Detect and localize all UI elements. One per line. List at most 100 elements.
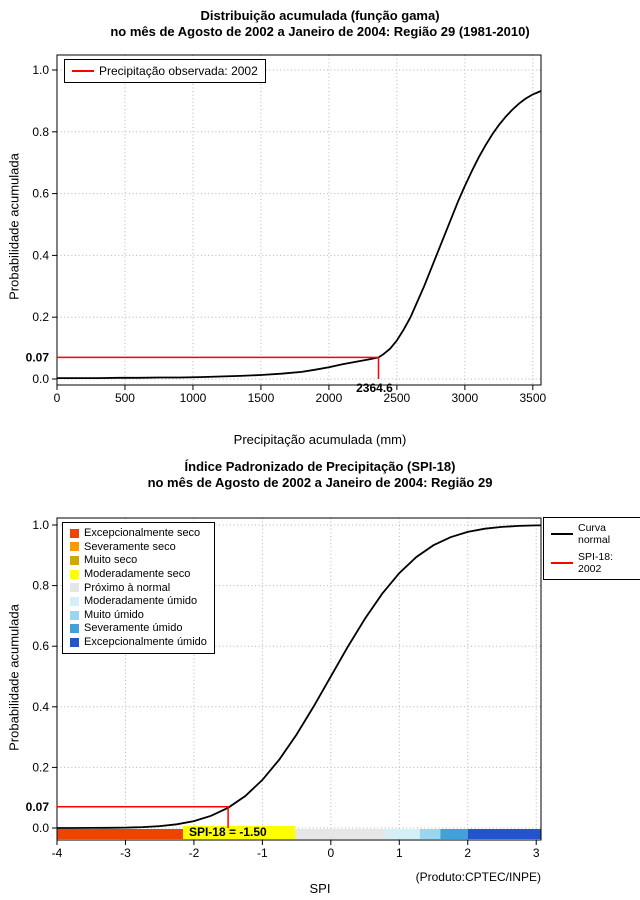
legend-line-sample — [551, 562, 573, 565]
legend-label: Moderadamente úmido — [84, 595, 198, 608]
legend-line-sample — [551, 533, 573, 536]
plot-border — [56, 517, 542, 841]
spi-category-legend-box: Excepcionalmente seco Severamente seco Mui… — [62, 522, 215, 654]
x-tick-label: 2000 — [316, 391, 343, 405]
legend-color-swatch — [70, 528, 79, 538]
y-tick-label: 1.0 — [32, 63, 49, 77]
y-tick-label: 0.6 — [32, 187, 49, 201]
legend-item: Excepcionalmente seco — [70, 527, 207, 540]
x-tick-label: 2500 — [384, 391, 411, 405]
legend-item: Muito seco — [70, 554, 207, 567]
x-tick-label: 3 — [533, 846, 540, 860]
spi-value-highlight — [182, 826, 296, 839]
gamma-chart-title: Distribuição acumulada (função gama) no … — [0, 8, 640, 40]
spi-chart-title: Índice Padronizado de Precipitação (SPI-… — [0, 459, 640, 491]
x-tick-label: 500 — [115, 391, 135, 405]
spi-band — [57, 829, 194, 839]
x-tick-label: 0 — [327, 846, 334, 860]
spi-cdf-chart: Índice Padronizado de Precipitação (SPI-… — [0, 455, 640, 900]
x-tick-label: 0 — [54, 391, 61, 405]
gamma-y-axis-label: Probabilidade acumulada — [6, 153, 22, 300]
probability-annotation-label: 0.07 — [26, 350, 50, 364]
y-tick-label: 0.6 — [32, 639, 49, 653]
credit-text: (Produto:CPTEC/INPE) — [416, 870, 541, 884]
y-tick-label: 0.4 — [32, 248, 49, 262]
gamma-cdf-plot-area: 0 500 1000 1500 2000 2500 3000 3500 0.0 0.2 0.4 0.6… — [26, 54, 547, 405]
spi-band — [419, 829, 441, 839]
spi-band — [467, 829, 541, 839]
gamma-cdf-chart: Distribuição acumulada (função gama) no … — [0, 8, 640, 447]
spi-curve-legend-box: Curva normal SPI-18: 2002 — [543, 517, 640, 581]
legend-item: Severamente seco — [70, 541, 207, 554]
spi-x-axis-label: SPI — [309, 881, 331, 896]
x-tick-label: -2 — [189, 846, 200, 860]
legend-item: Precipitação observada: 2002 — [72, 64, 258, 78]
legend-item: SPI-18: 2002 — [551, 551, 636, 575]
cdf-curve — [57, 90, 542, 380]
legend-label: Próximo à normal — [84, 581, 171, 594]
probability-annotation-label: 0.07 — [26, 800, 50, 814]
x-tick-label: 2 — [464, 846, 471, 860]
x-tick-label: -3 — [120, 846, 131, 860]
y-tick-label: 0.8 — [32, 579, 49, 593]
gamma-legend-box: Precipitação observada: 2002 — [64, 59, 266, 83]
legend-item: Severamente úmido — [70, 622, 207, 635]
x-tick-label: 1500 — [248, 391, 275, 405]
legend-line-sample — [72, 70, 94, 72]
spi-cdf-plot-area: SPI-18 = -1.50 -4 -3 -2 -1 0 1 2 3 0.0 0.2 0.4 0.6 0.… — [26, 517, 542, 884]
spi-y-axis-label: Probabilidade acumulada — [6, 604, 22, 751]
y-tick-label: 0.4 — [32, 700, 49, 714]
spi-chart-title-line2: no mês de Agosto de 2002 a Janeiro de 20… — [147, 475, 493, 490]
legend-label: Excepcionalmente seco — [84, 527, 201, 539]
legend-label: Excepcionalmente úmido — [84, 636, 207, 649]
legend-color-swatch — [70, 542, 79, 552]
x-tick-label: 1 — [396, 846, 403, 860]
legend-item: Excepcionalmente úmido — [70, 636, 207, 649]
gamma-chart-title-line2: no mês de Agosto de 2002 a Janeiro de 20… — [110, 24, 530, 39]
legend-color-swatch — [70, 556, 79, 566]
legend-item: Próximo à normal — [70, 582, 207, 595]
y-tick-label: 1.0 — [32, 518, 49, 532]
x-tick-label: 3000 — [452, 391, 479, 405]
legend-item: Moderadamente úmido — [70, 595, 207, 608]
y-tick-label: 0.0 — [32, 372, 49, 386]
x-tick-label: 3500 — [519, 391, 546, 405]
legend-item: Curva normal — [551, 522, 636, 546]
legend-color-swatch — [70, 624, 79, 634]
observation-marker-line — [57, 356, 380, 379]
legend-color-swatch — [70, 637, 79, 647]
spi-chart-title-line1: Índice Padronizado de Precipitação (SPI-… — [184, 459, 456, 474]
observation-marker-line — [57, 806, 229, 828]
legend-color-swatch — [70, 569, 79, 579]
legend-label: SPI-18: 2002 — [578, 551, 614, 576]
spi-value-text: SPI-18 = -1.50 — [189, 825, 267, 839]
y-tick-label: 0.0 — [32, 821, 49, 835]
spi-band — [385, 829, 420, 839]
legend-label: Severamente úmido — [84, 622, 183, 635]
legend-label: Curva normal — [578, 522, 611, 547]
legend-label: Muito úmido — [84, 608, 144, 621]
y-tick-label: 0.8 — [32, 125, 49, 139]
plot-border — [56, 54, 542, 386]
x-tick-label: -4 — [52, 846, 63, 860]
x-tick-label: 1000 — [180, 391, 207, 405]
legend-label: Severamente seco — [84, 540, 176, 553]
y-tick-label: 0.2 — [32, 760, 49, 774]
legend-label: Precipitação observada: 2002 — [99, 64, 258, 78]
legend-label: Muito seco — [84, 554, 138, 567]
legend-color-swatch — [70, 583, 79, 593]
cdf-curve — [57, 524, 541, 829]
value-annotation-label: 2364.6 — [356, 381, 393, 395]
legend-color-swatch — [70, 610, 79, 620]
legend-item: Muito úmido — [70, 609, 207, 622]
gamma-chart-title-line1: Distribuição acumulada (função gama) — [200, 8, 440, 23]
gamma-x-axis-label: Precipitação acumulada (mm) — [233, 432, 407, 447]
x-tick-label: -1 — [257, 846, 268, 860]
legend-item: Moderadamente seco — [70, 568, 207, 581]
spi-band — [440, 829, 468, 839]
y-tick-label: 0.2 — [32, 310, 49, 324]
legend-label: Moderadamente seco — [84, 567, 191, 580]
spi-band — [276, 829, 386, 839]
legend-color-swatch — [70, 597, 79, 607]
